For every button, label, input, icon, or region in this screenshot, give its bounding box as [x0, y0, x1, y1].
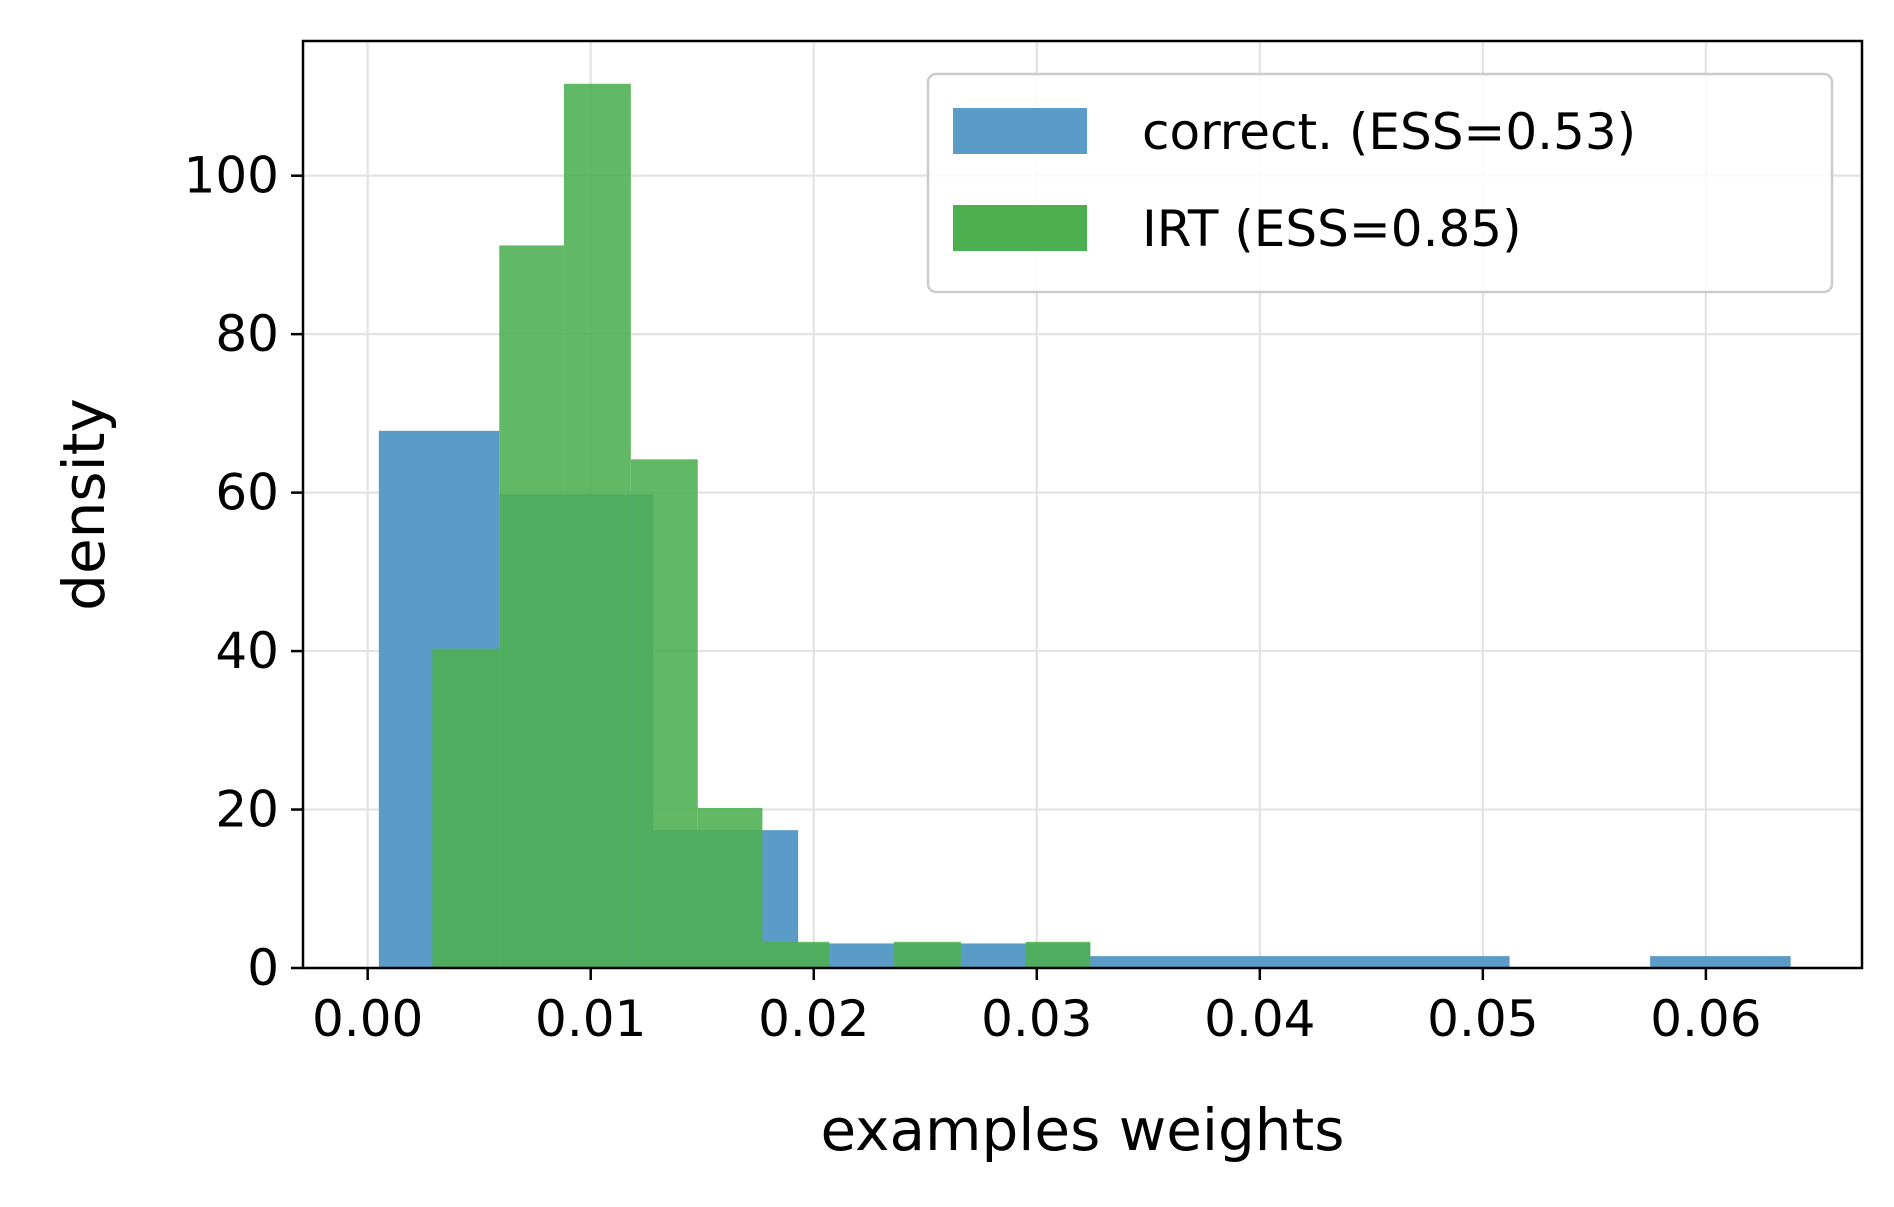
irt-bar — [1025, 941, 1091, 968]
y-tick-label: 20 — [215, 781, 279, 839]
irt-bar — [630, 459, 698, 968]
x-tick-label: 0.02 — [758, 990, 869, 1048]
irt-bar — [432, 648, 500, 968]
legend-swatch-irt — [953, 205, 1087, 251]
x-tick-label: 0.05 — [1427, 990, 1538, 1048]
y-axis-label: density — [50, 398, 118, 611]
irt-bar — [697, 807, 763, 968]
legend-box — [926, 72, 1834, 294]
y-tick-label: 0 — [247, 939, 279, 997]
y-tick-label: 100 — [184, 147, 279, 205]
legend-label-correct: correct. (ESS=0.53) — [1142, 103, 1636, 161]
x-axis-ticks: 0.00 0.01 0.02 0.03 0.04 0.05 0.06 — [312, 968, 1762, 1048]
correct-bar — [1650, 956, 1791, 968]
x-tick-label: 0.00 — [312, 990, 423, 1048]
x-tick-label: 0.01 — [535, 990, 646, 1048]
series-irt-bars — [432, 83, 1091, 969]
legend: correct. (ESS=0.53) IRT (ESS=0.85) — [926, 72, 1834, 294]
x-tick-label: 0.04 — [1204, 990, 1315, 1048]
correct-bar — [1090, 956, 1510, 968]
irt-bar — [563, 83, 631, 969]
x-tick-label: 0.03 — [981, 990, 1092, 1048]
irt-bar — [894, 941, 961, 968]
y-tick-label: 80 — [215, 305, 279, 363]
x-axis-label: examples weights — [820, 1096, 1344, 1164]
x-tick-label: 0.06 — [1650, 990, 1761, 1048]
plot-frame — [301, 39, 1864, 970]
y-tick-label: 60 — [215, 464, 279, 522]
y-axis-ticks: 0 20 40 60 80 100 — [184, 147, 303, 997]
irt-bar — [762, 941, 830, 968]
y-tick-label: 40 — [215, 622, 279, 680]
legend-swatch-correct — [953, 108, 1087, 154]
irt-bar — [499, 245, 564, 968]
legend-label-irt: IRT (ESS=0.85) — [1142, 200, 1522, 258]
